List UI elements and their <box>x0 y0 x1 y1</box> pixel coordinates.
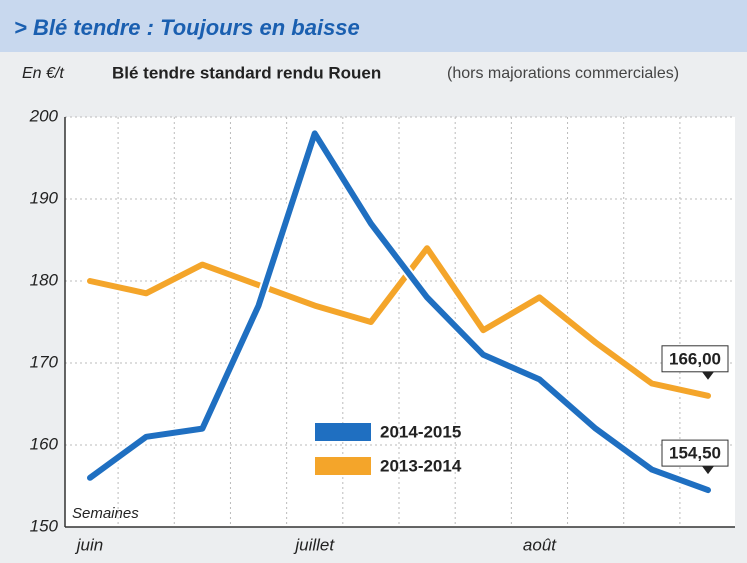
value-label-pointer <box>702 371 714 380</box>
y-tick-label: 170 <box>30 352 59 371</box>
y-tick-label: 160 <box>30 434 59 453</box>
subtitle-note: (hors majorations commerciales) <box>447 65 679 82</box>
value-label-box <box>661 345 729 373</box>
subtitle: Blé tendre standard rendu Rouen <box>112 63 381 82</box>
x-axis-label: Semaines <box>72 505 139 522</box>
y-axis-label: En €/t <box>22 65 64 82</box>
chart-title: > Blé tendre : Toujours en baisse <box>14 15 360 40</box>
y-tick-label: 200 <box>29 106 59 125</box>
value-label: 166,00 <box>669 349 721 368</box>
line <box>87 130 711 494</box>
y-tick-label: 190 <box>30 188 59 207</box>
x-tick-label: juin <box>75 535 103 554</box>
x-tick-label: août <box>523 535 557 554</box>
legend-label: 2013-2014 <box>380 456 462 475</box>
value-label-box <box>661 439 729 467</box>
x-tick-label: juillet <box>293 535 335 554</box>
value-label-pointer <box>702 466 714 475</box>
legend-swatch <box>315 423 371 441</box>
header-bar <box>0 0 747 52</box>
line <box>87 245 711 399</box>
legend-swatch <box>315 457 371 475</box>
y-tick-label: 180 <box>30 270 59 289</box>
legend-label: 2014-2015 <box>380 422 461 441</box>
value-label: 154,50 <box>669 444 721 463</box>
y-tick-label: 150 <box>30 516 59 535</box>
